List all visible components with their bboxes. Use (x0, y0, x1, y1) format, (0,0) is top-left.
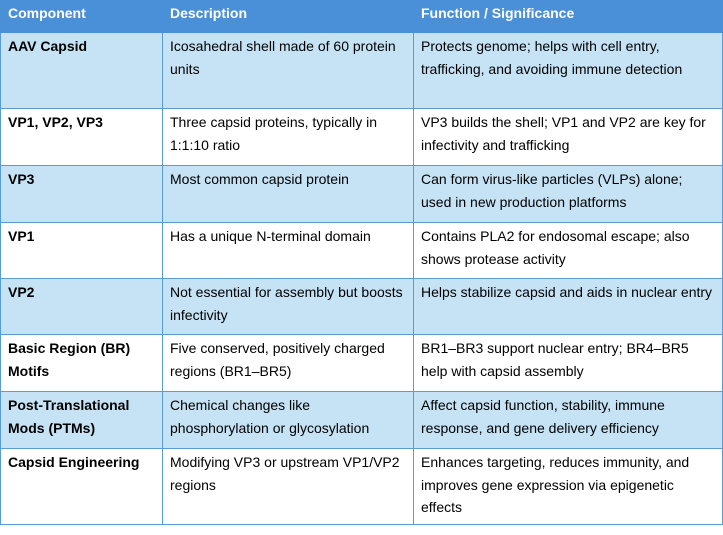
table-row: Capsid Engineering Modifying VP3 or upst… (0, 448, 723, 525)
table-row: VP2 Not essential for assembly but boost… (0, 278, 723, 335)
header-row: Component Description Function / Signifi… (0, 0, 723, 33)
table-row: VP3 Most common capsid protein Can form … (0, 165, 723, 223)
function-cell: BR1–BR3 support nuclear entry; BR4–BR5 h… (413, 334, 723, 392)
component-cell: VP1 (0, 222, 163, 279)
function-cell: Enhances targeting, reduces immunity, an… (413, 448, 723, 525)
table-row: AAV Capsid Icosahedral shell made of 60 … (0, 32, 723, 109)
table-row: VP1, VP2, VP3 Three capsid proteins, typ… (0, 108, 723, 166)
header-function: Function / Significance (413, 0, 723, 33)
function-cell: Can form virus-like particles (VLPs) alo… (413, 165, 723, 223)
function-cell: Helps stabilize capsid and aids in nucle… (413, 278, 723, 335)
description-cell: Has a unique N-terminal domain (162, 222, 414, 279)
description-cell: Chemical changes like phosphorylation or… (162, 391, 414, 449)
header-description: Description (162, 0, 414, 33)
description-cell: Not essential for assembly but boosts in… (162, 278, 414, 335)
table-row: Basic Region (BR) Motifs Five conserved,… (0, 334, 723, 392)
description-cell: Modifying VP3 or upstream VP1/VP2 region… (162, 448, 414, 525)
header-component: Component (0, 0, 163, 33)
component-cell: Capsid Engineering (0, 448, 163, 525)
component-cell: VP1, VP2, VP3 (0, 108, 163, 166)
description-cell: Five conserved, positively charged regio… (162, 334, 414, 392)
component-cell: AAV Capsid (0, 32, 163, 109)
table-row: VP1 Has a unique N-terminal domain Conta… (0, 222, 723, 279)
table-row: Post-Translational Mods (PTMs) Chemical … (0, 391, 723, 449)
component-cell: Post-Translational Mods (PTMs) (0, 391, 163, 449)
component-cell: VP2 (0, 278, 163, 335)
description-cell: Icosahedral shell made of 60 protein uni… (162, 32, 414, 109)
component-cell: VP3 (0, 165, 163, 223)
function-cell: Affect capsid function, stability, immun… (413, 391, 723, 449)
description-cell: Three capsid proteins, typically in 1:1:… (162, 108, 414, 166)
function-cell: VP3 builds the shell; VP1 and VP2 are ke… (413, 108, 723, 166)
description-cell: Most common capsid protein (162, 165, 414, 223)
component-cell: Basic Region (BR) Motifs (0, 334, 163, 392)
function-cell: Contains PLA2 for endosomal escape; also… (413, 222, 723, 279)
function-cell: Protects genome; helps with cell entry, … (413, 32, 723, 109)
